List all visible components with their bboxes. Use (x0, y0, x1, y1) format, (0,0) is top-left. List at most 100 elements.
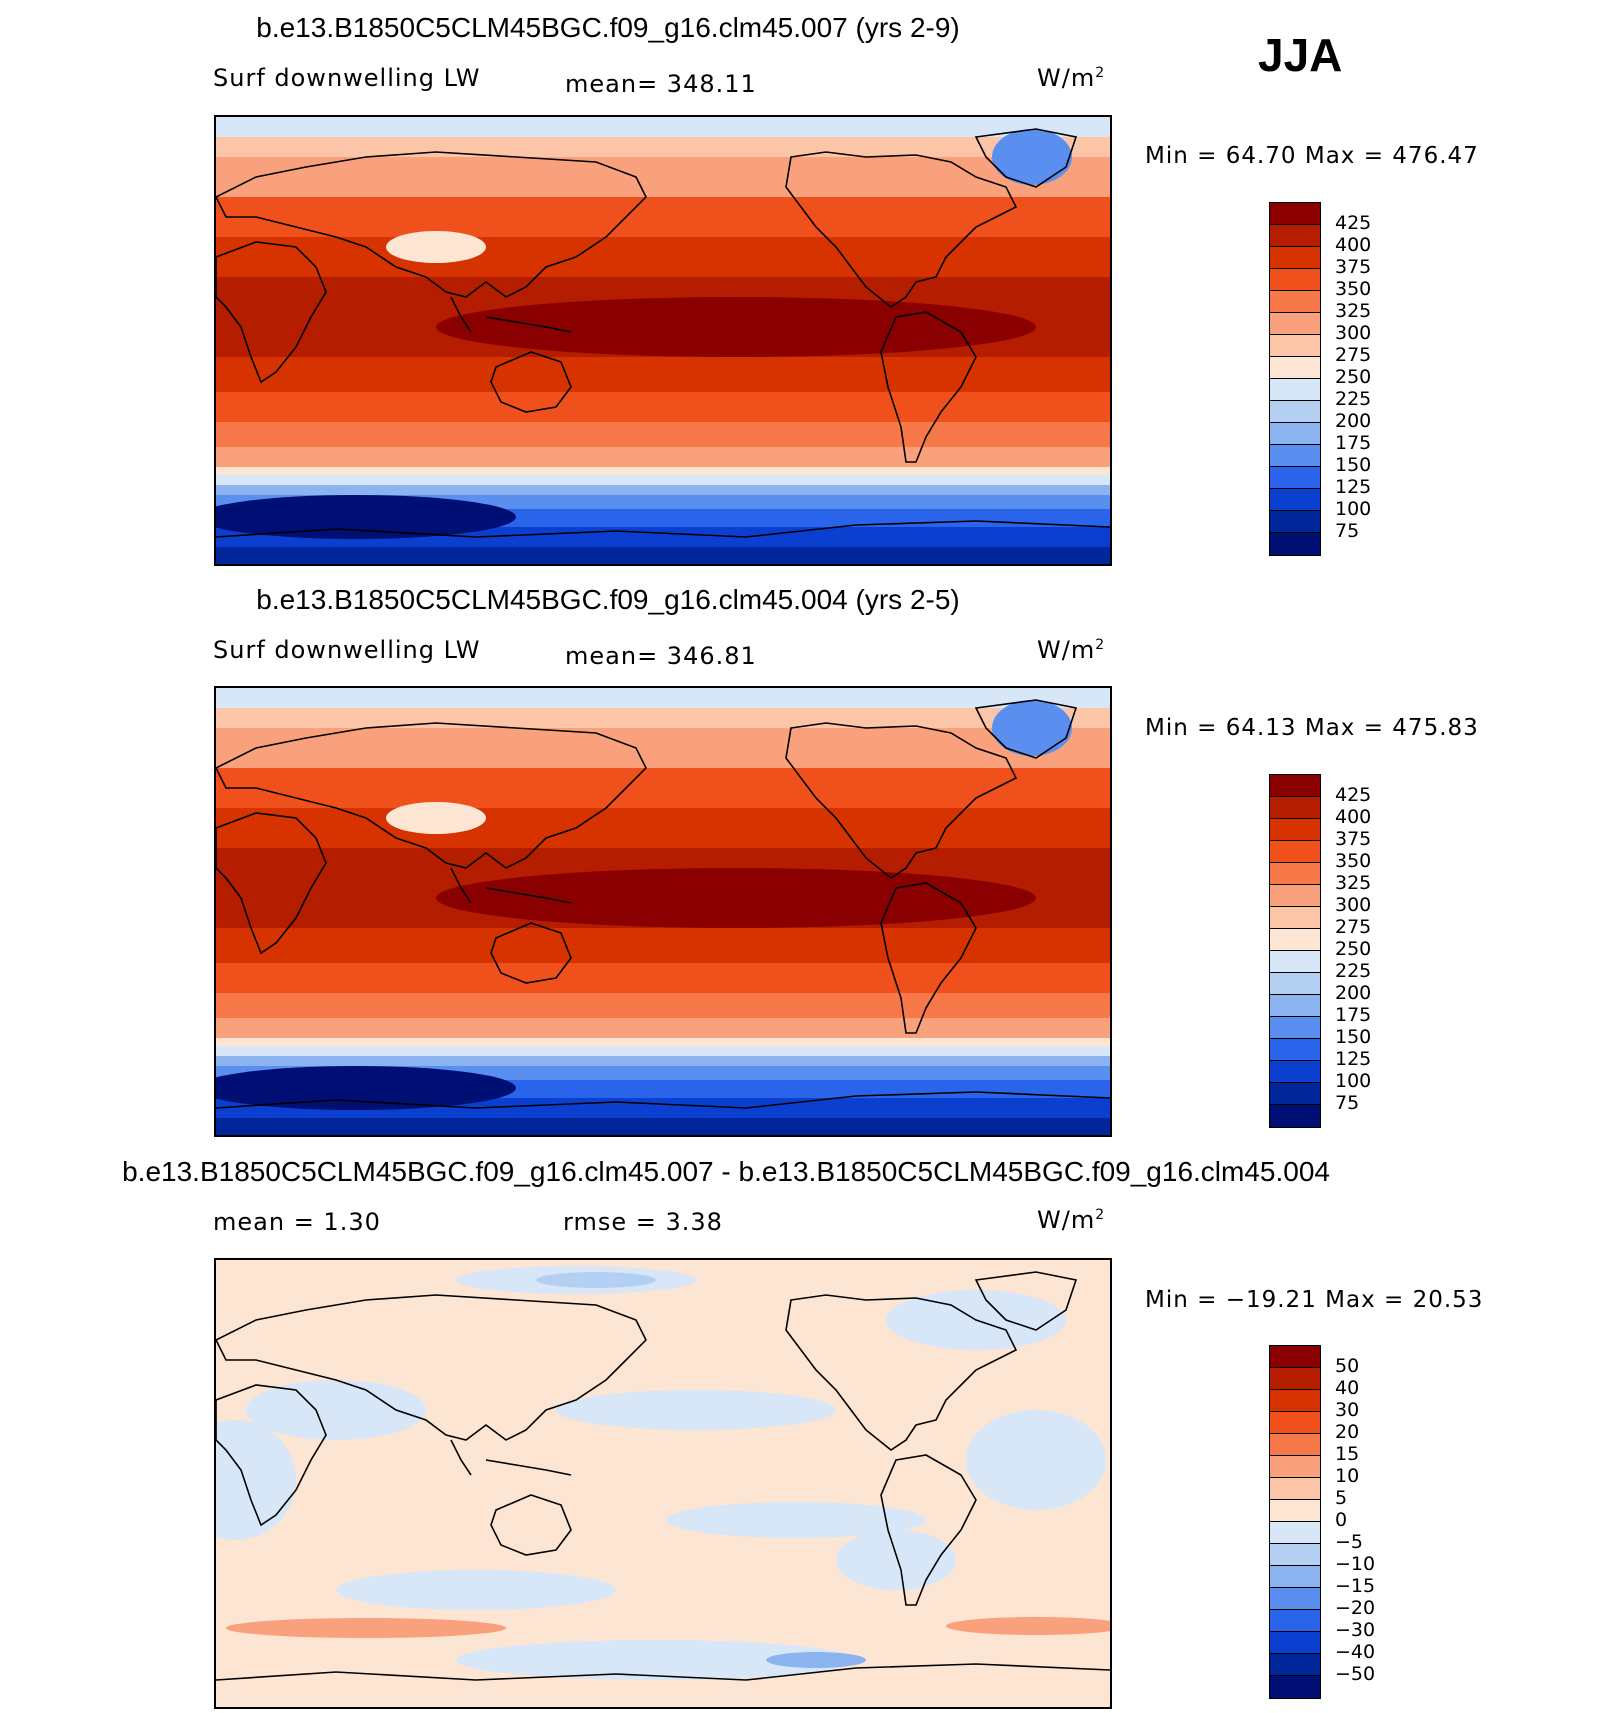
negative-anomaly-contour (556, 1390, 836, 1430)
contour-band (216, 688, 1110, 708)
colorbar-segment (1270, 929, 1320, 951)
coastline (880, 882, 977, 1034)
colorbar-segment (1270, 951, 1320, 973)
coastline (974, 699, 1078, 759)
colorbar-tick-label: 10 (1335, 1465, 1360, 1487)
colorbar-segment (1270, 1500, 1320, 1522)
colorbar-segment (1270, 973, 1320, 995)
colorbar-tick-label: −40 (1335, 1641, 1376, 1663)
coastline (450, 296, 472, 333)
colorbar-tick-label: 400 (1335, 806, 1372, 828)
colorbar-tick-label: 225 (1335, 388, 1372, 410)
contour-band (216, 963, 1110, 993)
mean-label: mean= 348.11 (565, 70, 757, 98)
contour-band (216, 137, 1110, 157)
negative-anomaly-contour (766, 1652, 866, 1668)
coastline (485, 1459, 572, 1476)
colorbar-segment (1270, 1083, 1320, 1105)
colorbar-segment (1270, 357, 1320, 379)
colorbar-segment (1270, 203, 1320, 225)
colorbar (1269, 202, 1321, 556)
colorbar-segment (1270, 1522, 1320, 1544)
colorbar-tick-label: 125 (1335, 476, 1372, 498)
colorbar-segment (1270, 291, 1320, 313)
colorbar-tick-label: 375 (1335, 256, 1372, 278)
units-label: W/m2 (1037, 636, 1106, 664)
colorbar-segment (1270, 269, 1320, 291)
colorbar-segment (1270, 797, 1320, 819)
panel-title: b.e13.B1850C5CLM45BGC.f09_g16.clm45.007 … (256, 12, 960, 43)
map-panel (214, 686, 1112, 1137)
colorbar-tick-label: 50 (1335, 1355, 1360, 1377)
contour-band (216, 237, 1110, 277)
coastline (880, 311, 977, 463)
colorbar-segment (1270, 1632, 1320, 1654)
colorbar-tick-label: −15 (1335, 1575, 1376, 1597)
positive-anomaly-contour (226, 1618, 506, 1638)
coastline (490, 1494, 572, 1556)
colorbar-segment (1270, 225, 1320, 247)
colorbar-segment (1270, 863, 1320, 885)
warm-pool-contour (436, 297, 1036, 357)
contour-band (216, 475, 1110, 485)
contour-band (216, 1046, 1110, 1056)
contour-band (216, 117, 1110, 137)
colorbar-tick-label: 75 (1335, 520, 1360, 542)
colorbar-tick-label: 15 (1335, 1443, 1360, 1465)
colorbar-tick-label: 150 (1335, 454, 1372, 476)
units-label: W/m2 (1037, 64, 1106, 92)
greenland-contour (992, 700, 1072, 756)
coastline (880, 1454, 977, 1606)
colorbar-segment (1270, 1434, 1320, 1456)
antarctic-minimum-contour (216, 1066, 516, 1110)
contour-band (216, 447, 1110, 467)
colorbar-tick-label: 175 (1335, 1004, 1372, 1026)
mean-label: mean= 346.81 (565, 642, 757, 670)
colorbar-segment (1270, 445, 1320, 467)
coastline (785, 1294, 1018, 1451)
coastline (450, 1439, 472, 1476)
contour-band (216, 1056, 1110, 1066)
colorbar-tick-label: 0 (1335, 1509, 1348, 1531)
colorbar-tick-label: 425 (1335, 784, 1372, 806)
contour-band (216, 197, 1110, 237)
colorbar-tick-label: 100 (1335, 498, 1372, 520)
contour-band (216, 157, 1110, 197)
coastline (216, 722, 647, 869)
colorbar-tick-label: 350 (1335, 278, 1372, 300)
colorbar-segment (1270, 1039, 1320, 1061)
colorbar-tick-label: 325 (1335, 300, 1372, 322)
colorbar-tick-label: 275 (1335, 344, 1372, 366)
colorbar-segment (1270, 1676, 1320, 1698)
colorbar-tick-label: −30 (1335, 1619, 1376, 1641)
colorbar-segment (1270, 313, 1320, 335)
colorbar-segment (1270, 1456, 1320, 1478)
contour-band (216, 993, 1110, 1018)
contour-band (216, 357, 1110, 392)
colorbar-segment (1270, 1346, 1320, 1368)
colorbar-tick-label: 325 (1335, 872, 1372, 894)
colorbar-tick-label: 175 (1335, 432, 1372, 454)
colorbar-tick-label: 75 (1335, 1092, 1360, 1114)
contour-band (216, 422, 1110, 447)
colorbar-tick-label: 200 (1335, 982, 1372, 1004)
contour-band (216, 768, 1110, 808)
colorbar-tick-label: 225 (1335, 960, 1372, 982)
colorbar-tick-label: 300 (1335, 894, 1372, 916)
coastline (216, 812, 327, 955)
negative-anomaly-contour (246, 1380, 426, 1440)
colorbar-segment (1270, 1412, 1320, 1434)
colorbar-segment (1270, 1654, 1320, 1676)
coastline (490, 351, 572, 413)
colorbar-tick-label: 200 (1335, 410, 1372, 432)
colorbar-tick-label: 375 (1335, 828, 1372, 850)
coastline (216, 1384, 327, 1527)
colorbar-segment (1270, 247, 1320, 269)
colorbar-segment (1270, 841, 1320, 863)
mean-label: mean = 1.30 (213, 1208, 381, 1236)
contour-band (216, 392, 1110, 422)
colorbar-tick-label: 400 (1335, 234, 1372, 256)
colorbar (1269, 774, 1321, 1128)
coastline (785, 722, 1018, 879)
colorbar-tick-label: 150 (1335, 1026, 1372, 1048)
